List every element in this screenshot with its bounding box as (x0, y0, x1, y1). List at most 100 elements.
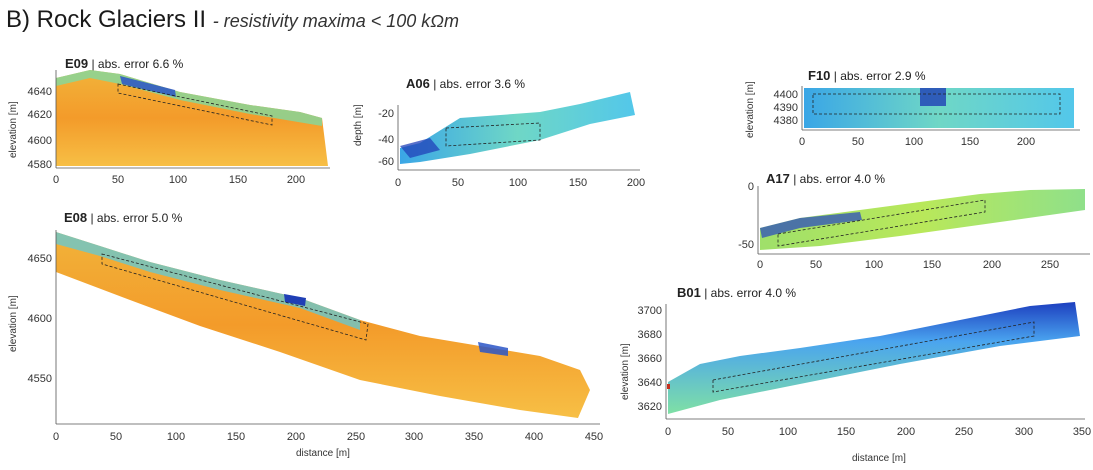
y-tick-label: 4390 (774, 102, 798, 114)
panel-label-f10: F10 | abs. error 2.9 % (808, 68, 926, 83)
x-tick-label: 250 (1041, 259, 1059, 271)
x-tick-label: 100 (905, 136, 923, 148)
panel-error: | abs. error 2.9 % (833, 69, 926, 83)
panel-error: | abs. error 3.6 % (433, 77, 526, 91)
x-tick-label: 50 (810, 259, 822, 271)
x-tick-label: 450 (585, 431, 603, 443)
panel-e08 (55, 230, 600, 425)
y-tick-label: 4380 (774, 115, 798, 127)
y-tick-label: 4400 (774, 89, 798, 101)
y-tick-label: 3680 (638, 329, 662, 341)
a06-section (400, 92, 635, 164)
panel-label-e09: E09 | abs. error 6.6 % (65, 56, 183, 71)
x-tick-label: 350 (465, 431, 483, 443)
y-tick-label: 3660 (638, 353, 662, 365)
a17-section (760, 189, 1085, 250)
y-tick-label: 3640 (638, 377, 662, 389)
f10-anomaly-outline (812, 93, 1061, 115)
panel-id: B01 (677, 285, 701, 300)
panel-id: F10 (808, 68, 831, 83)
x-tick-label: 200 (983, 259, 1001, 271)
e08-xlabel: distance [m] (296, 448, 350, 459)
panel-id: A06 (406, 76, 430, 91)
a06-anomaly-outline (445, 122, 541, 147)
x-tick-label: 150 (961, 136, 979, 148)
x-tick-label: 200 (287, 431, 305, 443)
e09-anomaly-outline (117, 83, 273, 126)
x-tick-label: 150 (837, 426, 855, 438)
y-tick-label: -60 (378, 156, 394, 168)
x-tick-label: 150 (229, 174, 247, 186)
x-tick-label: 100 (865, 259, 883, 271)
e08-low-resistivity-1 (284, 294, 306, 306)
x-tick-label: 250 (955, 426, 973, 438)
panel-a17 (757, 186, 1090, 255)
panel-label-e08: E08 | abs. error 5.0 % (64, 210, 182, 225)
y-tick-label: 4620 (28, 109, 52, 121)
panel-label-a17: A17 | abs. error 4.0 % (766, 171, 885, 186)
y-tick-label: 4650 (28, 253, 52, 265)
panel-label-b01: B01 | abs. error 4.0 % (677, 285, 796, 300)
panel-error: | abs. error 6.6 % (91, 57, 184, 71)
y-tick-label: 4640 (28, 86, 52, 98)
y-tick-label: -50 (738, 239, 754, 251)
panel-error: | abs. error 5.0 % (90, 211, 183, 225)
panel-label-a06: A06 | abs. error 3.6 % (406, 76, 525, 91)
x-tick-label: 50 (722, 426, 734, 438)
x-tick-label: 0 (53, 431, 59, 443)
x-tick-label: 0 (665, 426, 671, 438)
a17-anomaly-outline (777, 199, 986, 247)
x-tick-label: 100 (779, 426, 797, 438)
panel-id: E09 (65, 56, 89, 71)
figure-subtitle: - resistivity maxima < 100 kΩm (212, 11, 459, 31)
x-tick-label: 50 (452, 177, 464, 189)
y-tick-label: 4600 (28, 135, 52, 147)
y-tick-label: 4550 (28, 373, 52, 385)
a17-low-resistivity (760, 212, 862, 238)
b01-xlabel: distance [m] (852, 453, 906, 464)
x-tick-label: 400 (525, 431, 543, 443)
x-tick-label: 50 (110, 431, 122, 443)
panel-e09 (55, 70, 330, 169)
y-tick-label: -40 (378, 134, 394, 146)
x-tick-label: 350 (1073, 426, 1091, 438)
x-tick-label: 200 (287, 174, 305, 186)
panel-id: A17 (766, 171, 790, 186)
panel-b01 (665, 302, 1085, 420)
x-tick-label: 250 (347, 431, 365, 443)
figure-title-main: B) Rock Glaciers II (6, 6, 207, 33)
x-tick-label: 100 (169, 174, 187, 186)
e08-surface-band (56, 232, 360, 330)
e09-high-resistivity (120, 76, 176, 97)
x-tick-label: 200 (1017, 136, 1035, 148)
y-tick-label: 3700 (638, 305, 662, 317)
y-tick-label: 0 (748, 181, 754, 193)
x-tick-label: 150 (923, 259, 941, 271)
x-tick-label: 100 (167, 431, 185, 443)
x-tick-label: 0 (799, 136, 805, 148)
f10-low-resistivity (920, 88, 946, 106)
a06-low-resistivity (400, 138, 440, 158)
x-tick-label: 100 (509, 177, 527, 189)
x-tick-label: 200 (897, 426, 915, 438)
x-tick-label: 0 (757, 259, 763, 271)
b01-anomaly-outline (712, 321, 1035, 393)
panel-error: | abs. error 4.0 % (704, 286, 797, 300)
figure-title: B) Rock Glaciers II - resistivity maxima… (6, 6, 459, 34)
x-tick-label: 50 (112, 174, 124, 186)
e08-anomaly-outline (101, 253, 369, 341)
x-tick-label: 50 (852, 136, 864, 148)
panel-a06 (397, 92, 640, 171)
y-tick-label: -20 (378, 108, 394, 120)
panel-f10 (801, 86, 1080, 131)
x-tick-label: 0 (395, 177, 401, 189)
b01-start-marker (667, 384, 670, 389)
e08-low-resistivity-2 (478, 342, 508, 356)
y-tick-label: 3620 (638, 401, 662, 413)
panel-error: | abs. error 4.0 % (793, 172, 886, 186)
x-tick-label: 150 (227, 431, 245, 443)
x-tick-label: 300 (405, 431, 423, 443)
b01-section (668, 302, 1080, 414)
